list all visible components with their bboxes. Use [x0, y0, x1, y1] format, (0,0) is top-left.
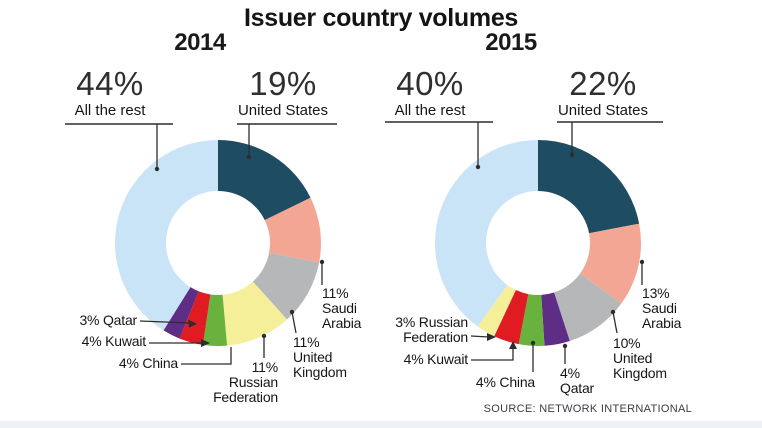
- slice-united-kingdom: [252, 252, 320, 320]
- callout-2015-qatar: 4% Qatar: [560, 365, 595, 396]
- slice-united-states: [218, 140, 311, 221]
- slice-all-the-rest: [435, 140, 538, 327]
- callout-2014-qatar: 3% Qatar: [79, 312, 137, 328]
- callout-2014-uk: 11% United Kingdom: [293, 334, 347, 380]
- pct-2014-all-the-rest: 44%: [76, 65, 144, 102]
- bottom-strip: [0, 421, 762, 428]
- slice-saudi-arabia: [264, 197, 322, 263]
- leader-2015-kuwait: [471, 347, 514, 361]
- callout-2014-russia: 11% Russian Federation: [213, 359, 278, 405]
- year-label-2014: 2014: [174, 29, 226, 56]
- slice-china: [202, 294, 228, 346]
- chart-title: Issuer country volumes: [243, 4, 519, 32]
- year-label-2015: 2015: [485, 29, 537, 56]
- slice-kuwait: [179, 291, 211, 345]
- name-2014-united-states: United States: [237, 102, 329, 119]
- slice-all-the-rest: [115, 140, 218, 331]
- callout-2015-kuwait: 4% Kuwait: [403, 351, 469, 367]
- name-2014-all-the-rest: All the rest: [74, 102, 146, 119]
- callout-2014-all-the-rest: 44% All the rest: [40, 67, 180, 118]
- slice-saudi-arabia: [580, 223, 642, 304]
- slice-united-kingdom: [554, 273, 622, 341]
- callout-2015-russia: 3% Russian Federation: [395, 314, 468, 345]
- callout-2014-united-states: 19% United States: [218, 67, 348, 118]
- callout-2015-uk: 10% United Kingdom: [613, 335, 667, 381]
- slice-qatar: [541, 292, 570, 346]
- callout-2015-saudi: 13% Saudi Arabia: [642, 285, 682, 331]
- callout-2014-saudi: 11% Saudi Arabia: [322, 285, 362, 331]
- donut-chart-2015: [435, 140, 642, 347]
- source-credit: SOURCE: NETWORK INTERNATIONAL: [483, 403, 692, 415]
- pct-2014-united-states: 19%: [249, 65, 317, 102]
- slice-china: [518, 294, 545, 347]
- slice-russian-federation: [222, 281, 287, 346]
- slice-united-states: [538, 140, 640, 234]
- pct-2015-united-states: 22%: [569, 65, 637, 102]
- callout-2014-kuwait: 4% Kuwait: [81, 333, 147, 349]
- slice-qatar: [163, 287, 199, 339]
- callout-2015-all-the-rest: 40% All the rest: [360, 67, 500, 118]
- callout-2014-china: 4% China: [118, 355, 178, 371]
- donut-chart-2014: [115, 140, 322, 346]
- callout-2015-united-states: 22% United States: [538, 67, 668, 118]
- slice-russian-federation: [477, 285, 516, 337]
- slice-kuwait: [494, 290, 529, 345]
- callout-2015-china: 4% China: [475, 374, 535, 390]
- pct-2015-all-the-rest: 40%: [396, 65, 464, 102]
- name-2015-united-states: United States: [557, 102, 649, 119]
- name-2015-all-the-rest: All the rest: [394, 102, 466, 119]
